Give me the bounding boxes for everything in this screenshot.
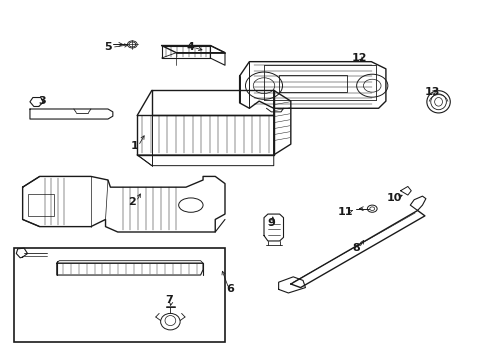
Text: 5: 5 <box>104 42 112 52</box>
Text: 3: 3 <box>38 96 46 106</box>
Text: 1: 1 <box>131 141 139 151</box>
Text: 12: 12 <box>350 53 366 63</box>
Text: 13: 13 <box>424 87 439 97</box>
Text: 4: 4 <box>186 42 194 52</box>
Bar <box>14 248 224 342</box>
Bar <box>278 75 346 92</box>
Text: 11: 11 <box>338 207 353 217</box>
Text: 6: 6 <box>225 284 233 294</box>
Text: 9: 9 <box>267 218 275 228</box>
Text: 8: 8 <box>352 243 360 253</box>
Text: 10: 10 <box>386 193 402 203</box>
Bar <box>27 194 54 216</box>
Text: 2: 2 <box>128 197 136 207</box>
Text: 7: 7 <box>165 295 172 305</box>
